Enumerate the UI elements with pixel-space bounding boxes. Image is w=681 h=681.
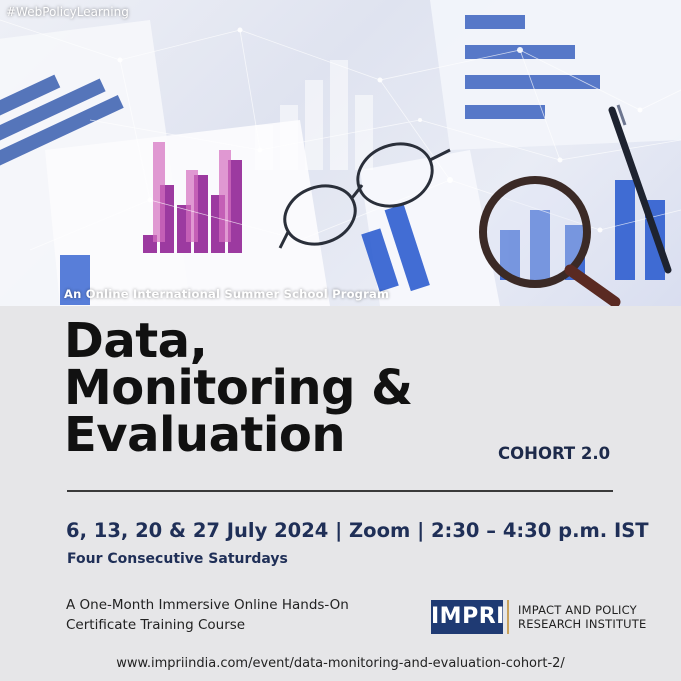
hero-image: #WebPolicyLearning An Online Internation… (0, 0, 681, 306)
page-title: Data, Monitoring & Evaluation (64, 313, 484, 463)
event-url-link[interactable]: www.impriindia.com/event/data-monitoring… (116, 656, 565, 671)
course-line-1: A One-Month Immersive Online Hands-On (66, 597, 349, 613)
course-line-2: Certificate Training Course (66, 617, 246, 633)
title-line-2: Monitoring & (64, 360, 413, 416)
frequency-text: Four Consecutive Saturdays (67, 551, 288, 567)
institute-line-1: IMPACT AND POLICY (518, 603, 637, 617)
hero-illustration (0, 0, 681, 306)
hashtag-label: #WebPolicyLearning (6, 5, 129, 19)
institute-line-2: RESEARCH INSTITUTE (518, 617, 647, 631)
schedule-text: 6, 13, 20 & 27 July 2024 | Zoom | 2:30 –… (66, 519, 649, 542)
institute-name: IMPACT AND POLICY RESEARCH INSTITUTE (518, 603, 646, 631)
title-line-3: Evaluation (64, 407, 346, 463)
cohort-label: COHORT 2.0 (498, 444, 611, 463)
logo-divider (507, 600, 509, 634)
title-line-1: Data, (64, 313, 208, 369)
course-description: A One-Month Immersive Online Hands-On Ce… (66, 595, 406, 635)
program-label: An Online International Summer School Pr… (64, 287, 390, 301)
impri-logo: IMPRI (431, 600, 504, 634)
divider (67, 490, 613, 492)
